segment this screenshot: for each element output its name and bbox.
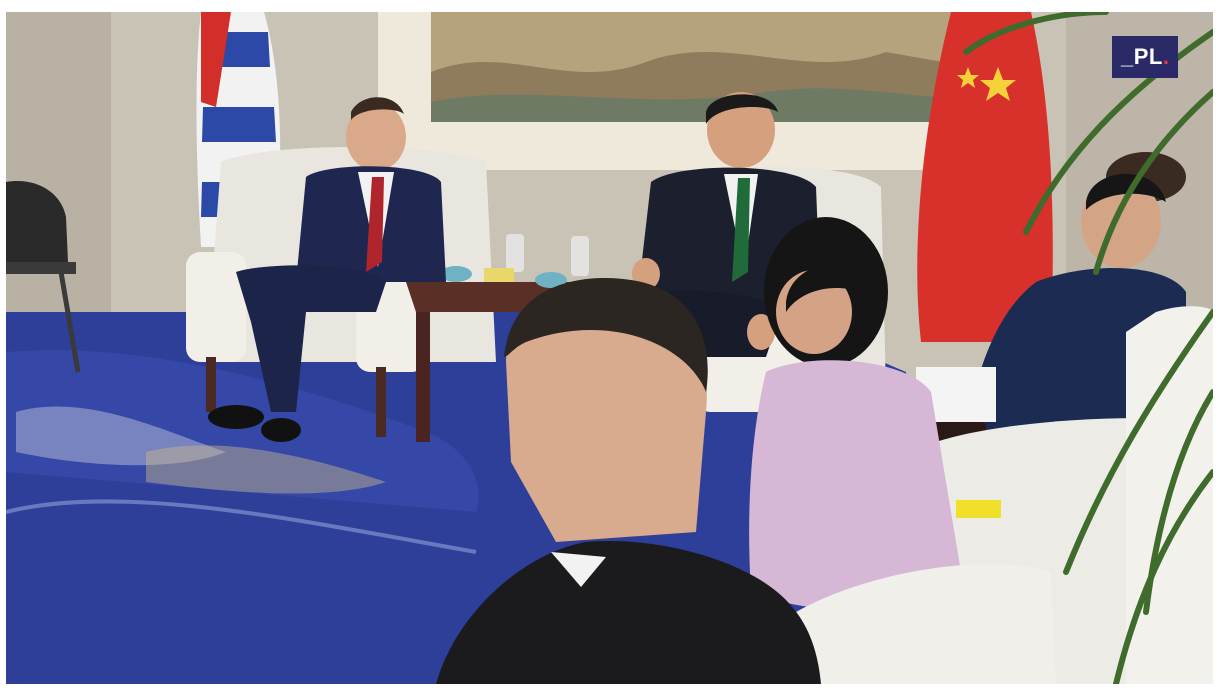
pl-logo: _PL. (1112, 36, 1178, 78)
white-armchair-foreground (766, 564, 1056, 684)
plant-leaves (963, 12, 1213, 684)
carpet-pattern (6, 350, 479, 512)
man-left-seated (208, 97, 446, 442)
carpet-floral (16, 406, 226, 466)
pl-logo-text: _PL (1121, 44, 1163, 69)
photo-frame: _PL. (6, 12, 1213, 684)
woman-pink-jacket (749, 217, 961, 610)
man-back-foreground (436, 278, 821, 684)
pl-logo-dot: . (1162, 44, 1169, 69)
carpet-border (6, 499, 477, 554)
carpet-floral-2 (146, 445, 386, 494)
folding-chair (6, 181, 81, 373)
meeting-room-photo (6, 12, 1213, 684)
china-flag (917, 12, 1053, 342)
painting-foreground (431, 88, 971, 122)
